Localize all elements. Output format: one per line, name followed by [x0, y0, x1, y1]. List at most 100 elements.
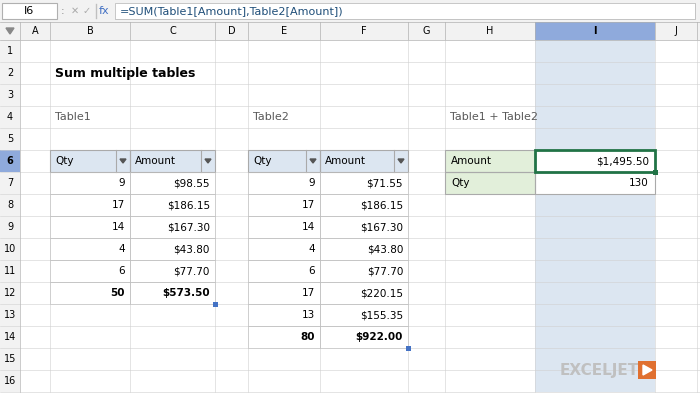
Text: $167.30: $167.30 — [360, 222, 403, 232]
Bar — [201, 150, 215, 172]
Bar — [50, 172, 130, 194]
Text: 80: 80 — [300, 332, 315, 342]
Bar — [248, 150, 320, 172]
Bar — [50, 238, 130, 260]
Bar — [115, 3, 695, 19]
Text: 10: 10 — [4, 244, 16, 254]
Text: $71.55: $71.55 — [367, 178, 403, 188]
Text: $922.00: $922.00 — [356, 332, 403, 342]
Text: Amount: Amount — [451, 156, 492, 166]
Bar — [320, 150, 408, 172]
Bar — [0, 260, 20, 282]
Text: 6: 6 — [118, 266, 125, 276]
Text: 14: 14 — [112, 222, 125, 232]
Bar — [130, 216, 215, 238]
Text: $220.15: $220.15 — [360, 288, 403, 298]
Bar — [248, 326, 320, 348]
Bar — [50, 150, 130, 172]
Bar — [320, 194, 408, 216]
Bar — [0, 128, 20, 150]
Bar — [0, 22, 20, 40]
Bar — [320, 304, 408, 326]
Bar — [248, 304, 320, 326]
Text: 4: 4 — [118, 244, 125, 254]
Bar — [0, 172, 20, 194]
Text: I: I — [594, 26, 596, 36]
Text: 130: 130 — [629, 178, 649, 188]
Bar — [0, 40, 20, 62]
Bar — [445, 172, 535, 194]
Bar — [535, 22, 655, 40]
Text: E: E — [281, 26, 287, 36]
Bar — [130, 172, 215, 194]
Bar — [405, 346, 410, 350]
Bar — [320, 172, 408, 194]
Bar — [445, 150, 535, 172]
Text: Qty: Qty — [451, 178, 470, 188]
Bar — [320, 282, 408, 304]
Polygon shape — [398, 159, 404, 163]
Text: 3: 3 — [7, 90, 13, 100]
Bar — [130, 150, 215, 172]
Bar — [50, 260, 130, 282]
Bar — [50, 194, 130, 216]
Text: $186.15: $186.15 — [360, 200, 403, 210]
Bar — [320, 150, 408, 172]
Text: =SUM(Table1[Amount],Table2[Amount]): =SUM(Table1[Amount],Table2[Amount]) — [120, 6, 344, 16]
Bar — [0, 84, 20, 106]
Text: H: H — [486, 26, 493, 36]
Bar — [638, 361, 656, 379]
Text: $573.50: $573.50 — [162, 288, 210, 298]
Text: 50: 50 — [111, 288, 125, 298]
Bar — [0, 348, 20, 370]
Bar — [0, 194, 20, 216]
Text: 12: 12 — [4, 288, 16, 298]
Bar — [248, 150, 320, 172]
Text: :: : — [61, 6, 65, 16]
Bar — [130, 260, 215, 282]
Bar — [0, 370, 20, 392]
Text: J: J — [675, 26, 678, 36]
Text: Qty: Qty — [55, 156, 74, 166]
Polygon shape — [310, 159, 316, 163]
Bar — [248, 282, 320, 304]
Text: Amount: Amount — [135, 156, 176, 166]
Text: 17: 17 — [302, 200, 315, 210]
Text: 9: 9 — [118, 178, 125, 188]
Text: 17: 17 — [302, 288, 315, 298]
Bar — [0, 150, 20, 172]
Polygon shape — [643, 365, 652, 375]
Bar — [248, 216, 320, 238]
Text: 14: 14 — [302, 222, 315, 232]
Text: $43.80: $43.80 — [174, 244, 210, 254]
Bar — [445, 172, 535, 194]
Bar — [445, 150, 535, 172]
Bar — [248, 194, 320, 216]
Text: 4: 4 — [309, 244, 315, 254]
Bar — [50, 282, 130, 304]
Text: D: D — [228, 26, 235, 36]
Bar — [535, 172, 655, 194]
Text: Table1 + Table2: Table1 + Table2 — [450, 112, 538, 122]
Text: 15: 15 — [4, 354, 16, 364]
Text: 4: 4 — [7, 112, 13, 122]
Bar — [320, 326, 408, 348]
Text: $1,495.50: $1,495.50 — [596, 156, 649, 166]
Text: 14: 14 — [4, 332, 16, 342]
Bar — [248, 260, 320, 282]
Bar — [2, 3, 57, 19]
Bar — [535, 40, 655, 392]
Bar — [0, 282, 20, 304]
Bar — [116, 150, 130, 172]
Bar — [652, 170, 657, 174]
Polygon shape — [6, 28, 14, 34]
Bar — [2, 3, 57, 19]
Text: B: B — [87, 26, 93, 36]
Bar — [320, 260, 408, 282]
Bar — [50, 216, 130, 238]
Text: 5: 5 — [7, 134, 13, 144]
Text: Sum multiple tables: Sum multiple tables — [55, 66, 195, 80]
Text: 13: 13 — [302, 310, 315, 320]
Text: ✕: ✕ — [71, 6, 79, 16]
Text: 9: 9 — [309, 178, 315, 188]
